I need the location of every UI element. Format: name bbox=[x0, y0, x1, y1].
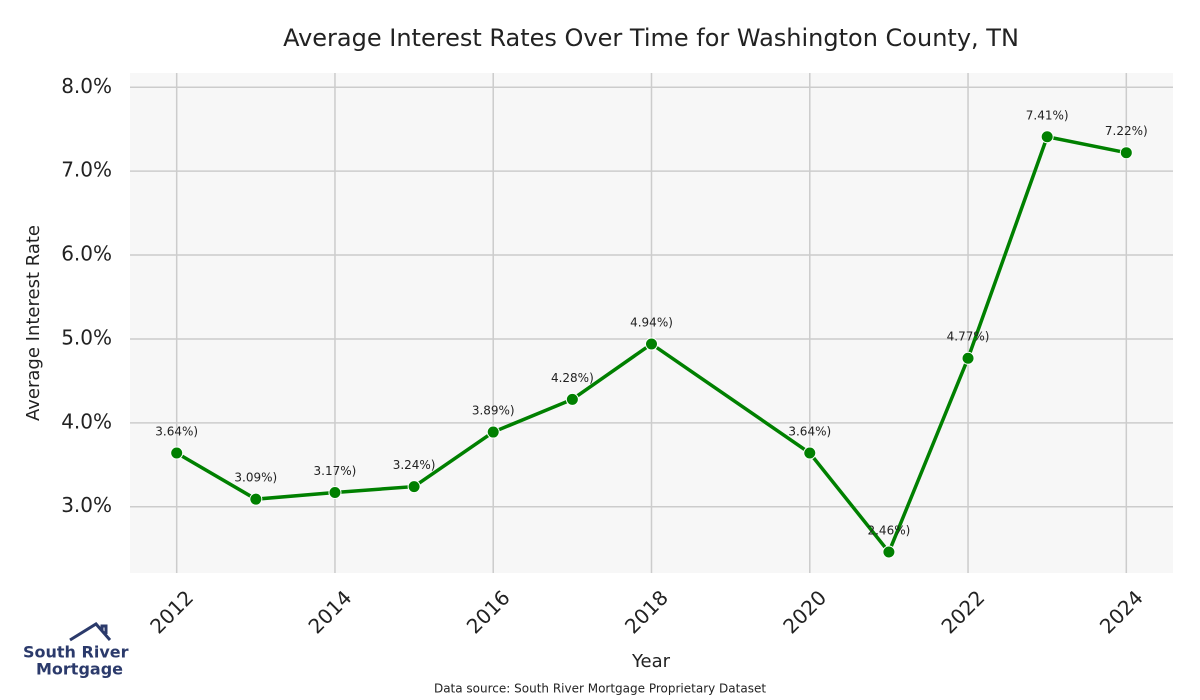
x-tick-label: 2024 bbox=[1095, 585, 1148, 638]
data-point bbox=[486, 425, 500, 439]
data-point bbox=[249, 492, 263, 506]
data-point bbox=[565, 392, 579, 406]
y-tick-label: 6.0% bbox=[61, 242, 112, 266]
logo: South River Mortgage bbox=[23, 622, 129, 679]
data-point bbox=[170, 446, 184, 460]
data-point bbox=[803, 446, 817, 460]
x-tick-label: 2022 bbox=[936, 585, 989, 638]
data-label: 4.77%) bbox=[947, 330, 990, 344]
data-point bbox=[645, 337, 658, 351]
y-tick-label: 3.0% bbox=[61, 493, 112, 517]
data-point bbox=[328, 485, 342, 499]
x-tick-label: 2014 bbox=[303, 585, 356, 638]
x-tick-label: 2020 bbox=[778, 585, 831, 638]
data-label: 3.89%) bbox=[472, 404, 515, 418]
y-tick-label: 5.0% bbox=[61, 325, 112, 349]
x-tick-label: 2012 bbox=[145, 585, 198, 638]
y-tick-label: 7.0% bbox=[61, 158, 112, 182]
data-label: 3.09%) bbox=[234, 471, 277, 485]
data-label: 7.41%) bbox=[1026, 108, 1069, 122]
data-label: 3.24%) bbox=[393, 458, 436, 472]
logo-text: South River bbox=[23, 643, 129, 662]
source-note: Data source: South River Mortgage Propri… bbox=[434, 682, 766, 696]
data-label: 3.64%) bbox=[155, 425, 198, 439]
y-tick-label: 8.0% bbox=[61, 74, 112, 98]
data-point bbox=[1119, 146, 1133, 160]
logo-text: Mortgage bbox=[36, 660, 123, 679]
x-tick-label: 2016 bbox=[462, 585, 515, 638]
data-point bbox=[882, 545, 896, 559]
data-label: 4.28%) bbox=[551, 371, 594, 385]
x-tick-label: 2018 bbox=[620, 585, 673, 638]
logo-icon bbox=[69, 622, 112, 642]
data-label: 7.22%) bbox=[1105, 124, 1148, 138]
y-tick-label: 4.0% bbox=[61, 409, 112, 433]
chart-title: Average Interest Rates Over Time for Was… bbox=[283, 24, 1019, 52]
x-axis-label: Year bbox=[631, 651, 671, 672]
data-point bbox=[407, 480, 421, 494]
data-point bbox=[1040, 130, 1054, 144]
data-label: 3.64%) bbox=[788, 425, 831, 439]
data-label: 3.17%) bbox=[314, 464, 357, 478]
data-point bbox=[961, 351, 975, 365]
data-label: 4.94%) bbox=[630, 315, 673, 329]
data-label: 2.46%) bbox=[867, 524, 910, 538]
data-line bbox=[175, 134, 1127, 556]
y-axis-label: Average Interest Rate bbox=[23, 225, 44, 421]
